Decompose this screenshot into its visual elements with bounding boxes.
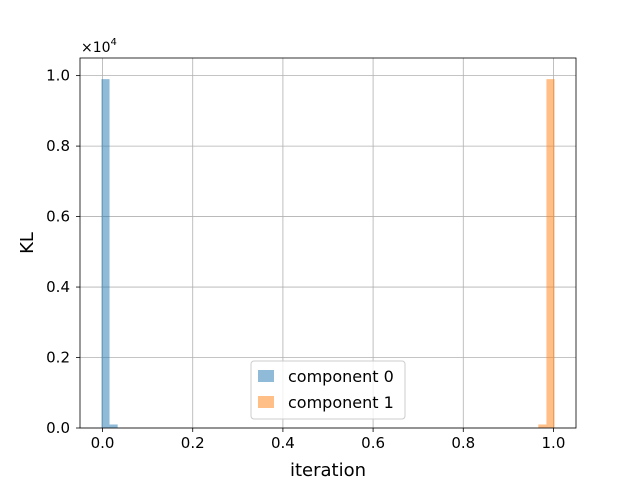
x-axis-label: iteration — [290, 460, 366, 480]
legend-label-component-0: component 0 — [288, 367, 394, 386]
y-axis-label: KL — [17, 232, 38, 254]
grid — [80, 58, 576, 429]
x-tick-label: 0.8 — [451, 434, 475, 452]
y-offset-base: ×10 — [81, 40, 111, 56]
y-tick-label: 0.6 — [46, 208, 70, 226]
y-offset-text: ×104 — [81, 37, 117, 56]
legend: component 0 component 1 — [250, 360, 406, 420]
y-tick-label: 0.2 — [46, 349, 70, 367]
x-tick-label: 0.4 — [271, 434, 295, 452]
legend-swatch-component-1 — [258, 396, 274, 408]
ticks: 0.0 0.2 0.4 0.6 0.8 1.0 0.0 0.2 0.4 0.6 0.8 1.0 — [46, 67, 565, 452]
x-tick-label: 0.0 — [91, 434, 115, 452]
legend-label-component-1: component 1 — [288, 393, 394, 412]
x-tick-label: 1.0 — [542, 434, 566, 452]
bar-component-0-bin-1 — [109, 424, 118, 428]
bar-component-1-bin-1 — [546, 79, 555, 429]
y-offset-exponent: 4 — [111, 37, 117, 48]
y-tick-label: 0.8 — [46, 137, 70, 155]
bar-component-0-bin-0 — [101, 79, 110, 429]
x-tick-label: 0.2 — [181, 434, 205, 452]
y-tick-label: 0.0 — [46, 419, 70, 437]
plot-frame — [79, 57, 577, 429]
y-tick-label: 0.4 — [46, 278, 70, 296]
y-tick-label: 1.0 — [46, 67, 70, 85]
legend-swatch-component-0 — [258, 370, 274, 382]
bars — [101, 79, 555, 429]
x-tick-label: 0.6 — [361, 434, 385, 452]
legend-frame — [250, 360, 406, 420]
bar-component-1-bin-0 — [538, 424, 547, 428]
